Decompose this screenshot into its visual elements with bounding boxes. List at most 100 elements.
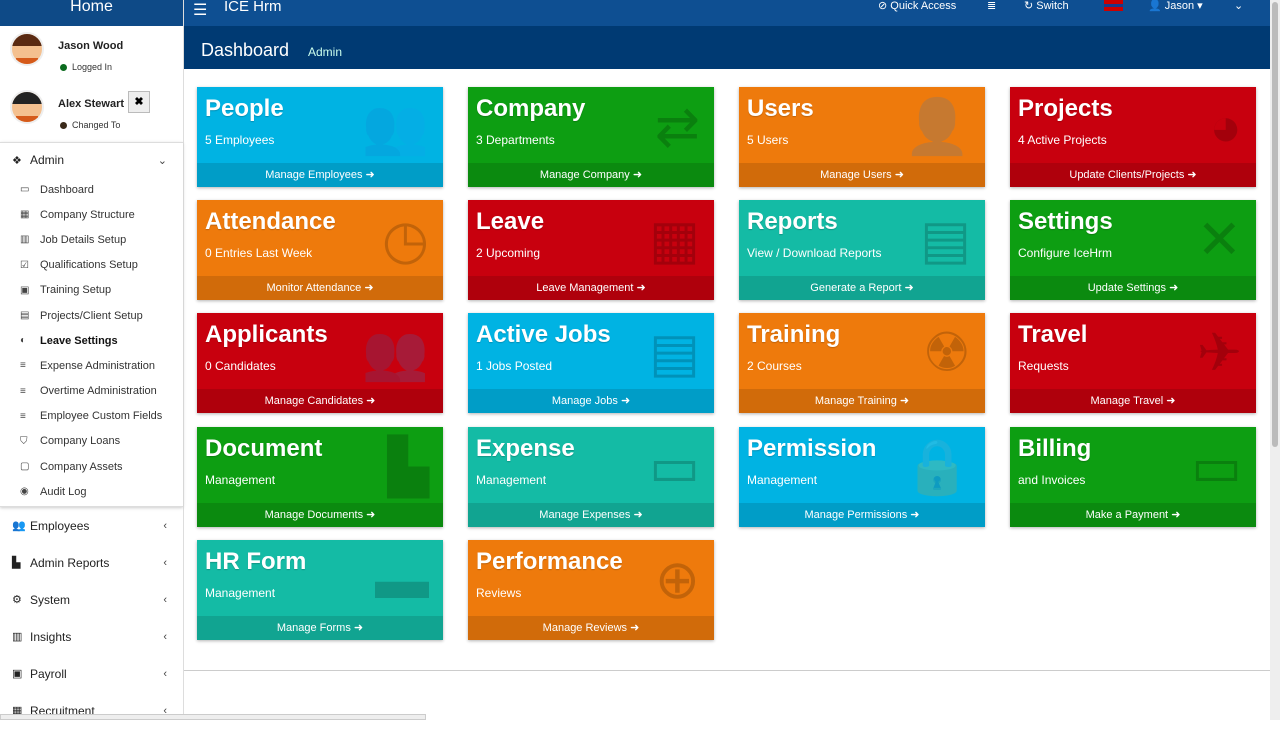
desktop-icon: ▭ <box>20 184 30 196</box>
menu-admin[interactable]: ❖ Admin ⌄ <box>12 153 167 167</box>
chevron-down-icon[interactable]: ⌄ <box>1234 0 1244 12</box>
sidebar-item-company-loans[interactable]: ⛉ Company Loans <box>20 435 121 448</box>
sidebar-item-company-structure[interactable]: ▦ Company Structure <box>20 208 135 221</box>
scrollbar-thumb[interactable] <box>1272 2 1278 447</box>
card-link[interactable]: Manage Permissions ➜ <box>739 503 985 527</box>
card-travel: ✈ Travel Requests Manage Travel ➜ <box>1010 313 1256 413</box>
card-title: Users <box>747 95 814 122</box>
random-icon: ⇄ <box>654 97 700 157</box>
menu-payroll[interactable]: ▣ Payroll ‹ <box>12 666 167 681</box>
card-projects: ◕ Projects 4 Active Projects Update Clie… <box>1010 87 1256 187</box>
credit-card-icon: ▭ <box>648 437 700 497</box>
card-document: ▙ Document Management Manage Documents ➜ <box>197 427 443 527</box>
card-subtitle: Management <box>747 473 818 487</box>
shield-icon: ⛉ <box>20 435 28 447</box>
card-link[interactable]: Monitor Attendance ➜ <box>197 276 443 300</box>
sidebar-item-overtime-administration[interactable]: ≡ Overtime Administration <box>20 385 157 398</box>
hamburger-icon[interactable]: ☰ <box>193 2 208 19</box>
sidebar-item-leave-settings[interactable]: ◐ Leave Settings <box>20 334 118 347</box>
arrow-circle-right-icon: ➜ <box>353 622 364 634</box>
card-title: Leave <box>476 208 545 235</box>
card-title: Applicants <box>205 321 328 348</box>
chevron-down-icon: ⌄ <box>157 154 167 167</box>
divider <box>184 670 1270 671</box>
sidebar-item-job-details-setup[interactable]: ▥ Job Details Setup <box>20 233 127 246</box>
card-title: Document <box>205 435 323 462</box>
card-link[interactable]: Update Settings ➜ <box>1010 276 1256 300</box>
arrow-circle-right-icon: ➜ <box>366 509 376 521</box>
card-title: Expense <box>476 435 575 462</box>
folder-icon: ▬ <box>375 550 429 610</box>
scrollbar[interactable] <box>1270 0 1280 720</box>
menu-insights[interactable]: ▥ Insights ‹ <box>12 629 167 644</box>
card-link[interactable]: Update Clients/Projects ➜ <box>1010 163 1256 187</box>
chevron-left-icon: ‹ <box>163 556 167 569</box>
card-applicants: 👥 Applicants 0 Candidates Manage Candida… <box>197 313 443 413</box>
status-dot-icon <box>60 122 67 130</box>
card-link[interactable]: Manage Users ➜ <box>739 163 985 187</box>
list-icon[interactable]: ≣ <box>987 0 997 12</box>
card-subtitle: 3 Departments <box>476 133 555 147</box>
sidebar-item-audit-log[interactable]: ◉ Audit Log <box>20 485 87 498</box>
card-link[interactable]: Manage Documents ➜ <box>197 503 443 527</box>
card-settings: ✕ Settings Configure IceHrm Update Setti… <box>1010 200 1256 300</box>
radiation-icon: ☢ <box>922 323 971 383</box>
quick-access-button[interactable]: ⊘ Quick Access <box>878 0 957 12</box>
home-link[interactable]: Home <box>0 0 183 26</box>
card-link[interactable]: Manage Expenses ➜ <box>468 503 714 527</box>
sidebar-item-company-assets[interactable]: ▢ Company Assets <box>20 460 123 473</box>
clipboard-icon: ▤ <box>648 323 700 383</box>
arrow-circle-right-icon: ➜ <box>1187 169 1197 181</box>
menu-recruitment[interactable]: ▦ Recruitment ‹ <box>12 703 167 718</box>
arrow-circle-right-icon: ➜ <box>636 282 646 294</box>
card-users: 👤 Users 5 Users Manage Users ➜ <box>739 87 985 187</box>
card-link[interactable]: Manage Reviews ➜ <box>468 616 714 640</box>
sidebar-item-training-setup[interactable]: ▣ Training Setup <box>20 284 112 297</box>
card-expense: ▭ Expense Management Manage Expenses ➜ <box>468 427 714 527</box>
users-icon: 👥 <box>12 520 26 533</box>
card-link[interactable]: Manage Candidates ➜ <box>197 389 443 413</box>
card-title: People <box>205 95 284 122</box>
card-link[interactable]: Manage Training ➜ <box>739 389 985 413</box>
card-title: Settings <box>1018 208 1113 235</box>
card-link[interactable]: Manage Company ➜ <box>468 163 714 187</box>
card-link[interactable]: Leave Management ➜ <box>468 276 714 300</box>
card-subtitle: and Invoices <box>1018 473 1086 487</box>
card-reports: ▤ Reports View / Download Reports Genera… <box>739 200 985 300</box>
bars-icon: ≡ <box>20 360 26 372</box>
close-icon[interactable]: ✖ <box>128 91 150 113</box>
switch-button[interactable]: ↻ Switch <box>1024 0 1069 12</box>
chevron-left-icon: ‹ <box>163 704 167 717</box>
card-link[interactable]: Make a Payment ➜ <box>1010 503 1256 527</box>
users-icon: 👥 <box>361 97 429 157</box>
wrench-icon: ✕ <box>1196 210 1242 270</box>
sidebar-item-expense-administration[interactable]: ≡ Expense Administration <box>20 359 155 372</box>
chevron-left-icon: ‹ <box>163 593 167 606</box>
card-title: HR Form <box>205 548 307 575</box>
brand[interactable]: ICE Hrm <box>224 0 282 15</box>
menu-system[interactable]: ⚙ System ‹ <box>12 592 167 607</box>
sidebar-item-qualifications-setup[interactable]: ☑ Qualifications Setup <box>20 259 138 272</box>
arrow-circle-right-icon: ➜ <box>910 509 920 521</box>
card-people: 👥 People 5 Employees Manage Employees ➜ <box>197 87 443 187</box>
user-status: Changed To <box>72 120 121 130</box>
top-navbar: ☰ ICE Hrm ⊘ Quick Access ≣ ↻ Switch 👤 Ja… <box>184 0 1280 26</box>
sidebar-item-dashboard[interactable]: ▭ Dashboard <box>20 183 94 196</box>
page-header: Dashboard Admin <box>184 26 1270 69</box>
card-link[interactable]: Manage Jobs ➜ <box>468 389 714 413</box>
battery-icon: ▭ <box>1190 437 1242 497</box>
menu-employees[interactable]: 👥 Employees ‹ <box>12 518 167 533</box>
card-link[interactable]: Manage Travel ➜ <box>1010 389 1256 413</box>
menu-admin-reports[interactable]: ▙ Admin Reports ‹ <box>12 555 167 570</box>
card-link[interactable]: Generate a Report ➜ <box>739 276 985 300</box>
cubes-icon: ❖ <box>12 154 22 167</box>
user-menu[interactable]: 👤 Jason ▾ <box>1148 0 1203 12</box>
sidebar-item-projects-client-setup[interactable]: ▤ Projects/Client Setup <box>20 309 143 322</box>
bars-icon: ≡ <box>20 385 26 397</box>
card-link[interactable]: Manage Employees ➜ <box>197 163 443 187</box>
sidebar-item-employee-custom-fields[interactable]: ≡ Employee Custom Fields <box>20 410 163 423</box>
card-link[interactable]: Manage Forms ➜ <box>197 616 443 640</box>
card-title: Permission <box>747 435 877 462</box>
avatar <box>10 90 44 124</box>
uk-flag-icon[interactable] <box>1104 0 1123 11</box>
